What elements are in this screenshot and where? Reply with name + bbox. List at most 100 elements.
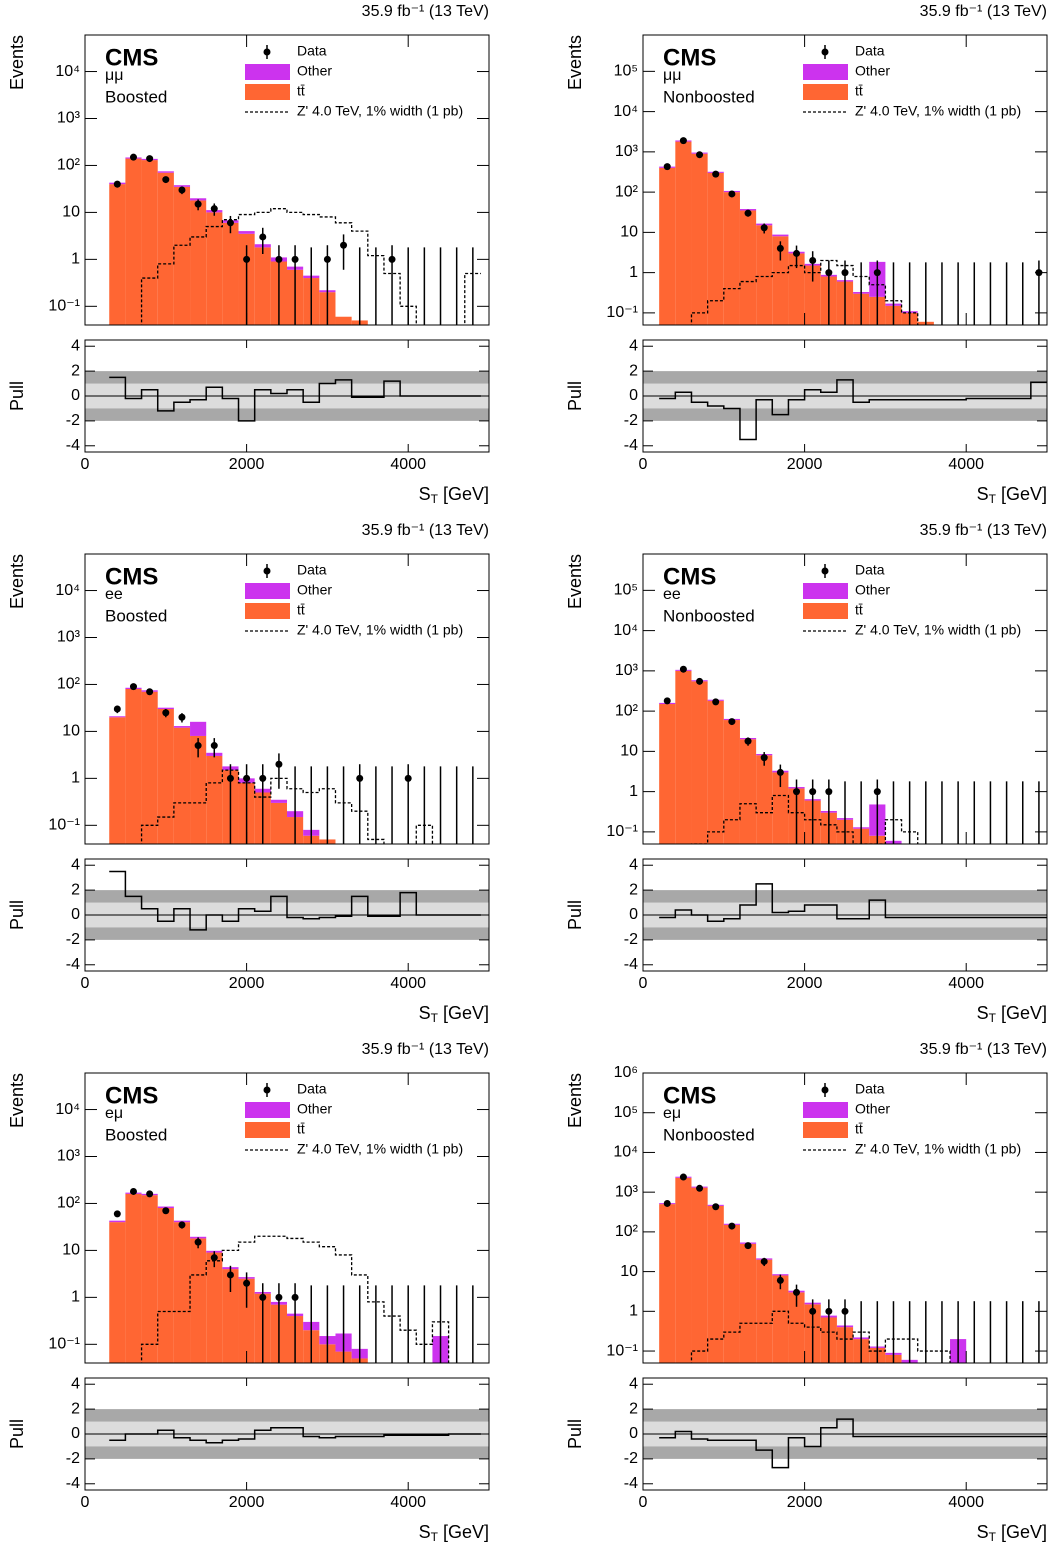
bar bbox=[238, 231, 255, 234]
bar bbox=[739, 1243, 757, 1363]
legend-label: Data bbox=[855, 1081, 885, 1097]
x-axis-label-unit: [GeV] bbox=[996, 1003, 1047, 1023]
bar bbox=[141, 1195, 158, 1363]
bar bbox=[109, 1220, 126, 1223]
pull-tick-label: 4 bbox=[629, 856, 638, 873]
data-point bbox=[259, 233, 267, 241]
data-point bbox=[291, 1293, 299, 1301]
plot-area bbox=[659, 665, 1040, 844]
data-point bbox=[744, 737, 752, 745]
x-axis-label: ST [GeV] bbox=[419, 1522, 489, 1544]
data-point bbox=[793, 1288, 801, 1296]
y-tick-label: 1 bbox=[629, 1303, 638, 1320]
legend-marker bbox=[803, 603, 848, 619]
x-axis-label-main: S bbox=[977, 1522, 989, 1542]
experiment-label: CMS bbox=[663, 1082, 716, 1109]
y-tick-label: 10 bbox=[620, 743, 638, 760]
lumi-label: 35.9 fb⁻¹ (13 TeV) bbox=[362, 522, 489, 539]
legend-marker bbox=[263, 1086, 271, 1094]
pull-tick-label: 2 bbox=[629, 881, 638, 898]
pull-axis-label: Pull bbox=[7, 1419, 27, 1449]
data-point bbox=[663, 163, 671, 171]
legend-label: tt̄ bbox=[297, 83, 305, 99]
bar bbox=[739, 739, 757, 844]
legend-label: Data bbox=[297, 1081, 327, 1097]
frame bbox=[642, 1072, 1048, 1364]
plot-area bbox=[109, 1187, 474, 1363]
bar bbox=[190, 721, 207, 736]
x-tick-label: 4000 bbox=[948, 456, 984, 473]
data-point bbox=[873, 269, 881, 277]
data-point bbox=[793, 788, 801, 796]
bar bbox=[190, 1238, 207, 1363]
x-axis-label-unit: [GeV] bbox=[438, 1003, 489, 1023]
lumi-label: 35.9 fb⁻¹ (13 TeV) bbox=[920, 3, 1047, 20]
signal-line bbox=[690, 794, 919, 844]
pull-tick-label: 0 bbox=[71, 387, 80, 404]
data-point bbox=[825, 788, 833, 796]
x-tick-label: 2000 bbox=[787, 975, 823, 992]
pull-line bbox=[109, 376, 481, 422]
pull-axis-label: Pull bbox=[565, 900, 585, 930]
frame bbox=[84, 1072, 490, 1364]
y-tick-label: 10 bbox=[62, 1242, 80, 1259]
data-point bbox=[728, 718, 736, 726]
y-tick-label: 10³ bbox=[615, 143, 639, 160]
x-axis-label-main: S bbox=[419, 484, 431, 504]
signal-line bbox=[140, 208, 481, 325]
data-point bbox=[146, 155, 154, 163]
bar bbox=[125, 688, 142, 844]
data-point bbox=[388, 255, 396, 263]
data-point bbox=[809, 257, 817, 265]
x-axis-label-sub: T bbox=[989, 492, 997, 506]
x-axis-label-main: S bbox=[977, 1003, 989, 1023]
legend-marker bbox=[803, 84, 848, 100]
data-point bbox=[825, 1307, 833, 1315]
y-tick-label: 10³ bbox=[57, 110, 81, 127]
pull-tick-label: 2 bbox=[71, 1400, 80, 1417]
x-tick-label: 0 bbox=[81, 975, 90, 992]
data-point bbox=[129, 683, 137, 691]
data-point bbox=[210, 742, 218, 750]
x-tick-label: 2000 bbox=[787, 456, 823, 473]
category-label: Nonboosted bbox=[663, 606, 755, 625]
y-axis-label: Events bbox=[7, 35, 27, 90]
y-tick-label: 1 bbox=[629, 783, 638, 800]
experiment-label: CMS bbox=[105, 1082, 158, 1109]
legend-label: tt̄ bbox=[297, 1121, 305, 1137]
data-point bbox=[226, 219, 234, 227]
data-point bbox=[243, 774, 251, 782]
signal-line bbox=[140, 1235, 450, 1363]
channel-label: eμ bbox=[105, 1105, 123, 1122]
data-point bbox=[178, 186, 186, 194]
y-tick-label: 10⁻¹ bbox=[606, 823, 638, 840]
data-point bbox=[744, 209, 752, 217]
x-tick-label: 4000 bbox=[390, 1494, 426, 1511]
data-point bbox=[744, 1242, 752, 1250]
x-axis-label: ST [GeV] bbox=[977, 484, 1047, 506]
pull-tick-label: -4 bbox=[66, 1475, 80, 1492]
legend-label: tt̄ bbox=[855, 83, 863, 99]
y-tick-label: 10⁴ bbox=[613, 622, 638, 639]
category-label: Boosted bbox=[105, 606, 167, 625]
pull-area bbox=[85, 870, 489, 940]
pull-axis-label: Pull bbox=[565, 381, 585, 411]
data-point bbox=[226, 1271, 234, 1279]
bar bbox=[173, 186, 191, 325]
x-axis-label: ST [GeV] bbox=[419, 484, 489, 506]
y-axis-label: Events bbox=[565, 35, 585, 90]
channel-label: μμ bbox=[663, 67, 681, 84]
plot-area bbox=[659, 1173, 1040, 1363]
bar bbox=[222, 222, 239, 325]
y-tick-label: 10⁵ bbox=[614, 1104, 638, 1121]
bar bbox=[772, 234, 789, 237]
data-point bbox=[356, 774, 364, 782]
x-tick-label: 4000 bbox=[948, 975, 984, 992]
x-axis-label-sub: T bbox=[989, 1530, 997, 1544]
y-tick-label: 10⁻¹ bbox=[606, 1342, 638, 1359]
bar bbox=[141, 691, 158, 844]
legend-label: tt̄ bbox=[855, 602, 863, 618]
pull-tick-label: 0 bbox=[629, 906, 638, 923]
y-tick-label: 1 bbox=[71, 1289, 80, 1306]
data-point bbox=[679, 137, 687, 145]
